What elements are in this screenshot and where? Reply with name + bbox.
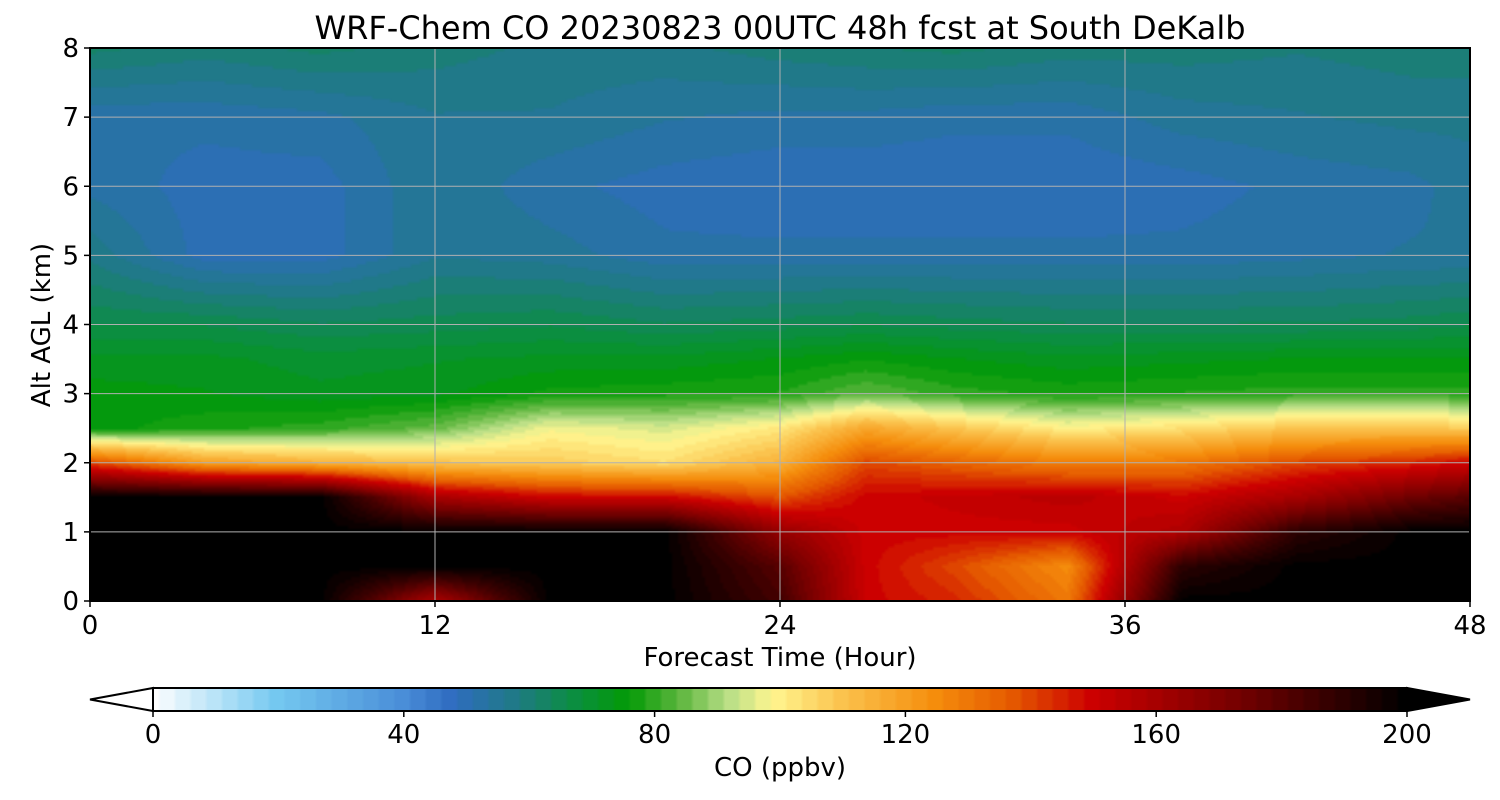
y-tick-label: 6	[62, 172, 79, 202]
colorbar-tick-label: 0	[145, 720, 162, 750]
chart-title: WRF-Chem CO 20230823 00UTC 48h fcst at S…	[314, 9, 1245, 47]
y-tick-label: 4	[62, 311, 79, 341]
x-tick-label: 36	[1108, 611, 1141, 641]
colorbar-gradient	[153, 688, 1407, 711]
colorbar-tick-label: 120	[881, 720, 931, 750]
colorbar-tick-label: 40	[387, 720, 420, 750]
y-tick-label: 1	[62, 518, 79, 548]
colorbar: 0 40 80 120 160 200 CO (ppbv)	[89, 686, 1471, 783]
colorbar-frame	[152, 687, 1408, 712]
colorbar-tick-label: 160	[1131, 720, 1181, 750]
x-tick-label: 48	[1453, 611, 1486, 641]
colorbar-label: CO (ppbv)	[714, 753, 846, 783]
y-tick-label: 5	[62, 241, 79, 271]
x-tick-label: 12	[418, 611, 451, 641]
x-axis-label: Forecast Time (Hour)	[643, 643, 916, 673]
y-tick-label: 8	[62, 34, 79, 64]
colorbar-high-extension	[1406, 686, 1471, 713]
colorbar-ticks: 0 40 80 120 160 200	[145, 711, 1432, 750]
x-tick-label: 24	[763, 611, 796, 641]
y-tick-label: 2	[62, 449, 79, 479]
y-axis: 0 1 2 3 4 5 6 7 8	[62, 34, 90, 617]
x-axis: 0 12 24 36 48	[82, 601, 1487, 641]
plot-area	[89, 47, 1471, 602]
y-tick-label: 0	[62, 587, 79, 617]
colorbar-tick-label: 200	[1382, 720, 1432, 750]
colorbar-low-extension	[89, 686, 154, 713]
y-axis-label: Alt AGL (km)	[27, 243, 57, 407]
y-tick-label: 3	[62, 380, 79, 410]
y-tick-label: 7	[62, 103, 79, 133]
colorbar-tick-label: 80	[638, 720, 671, 750]
x-tick-label: 0	[82, 611, 99, 641]
